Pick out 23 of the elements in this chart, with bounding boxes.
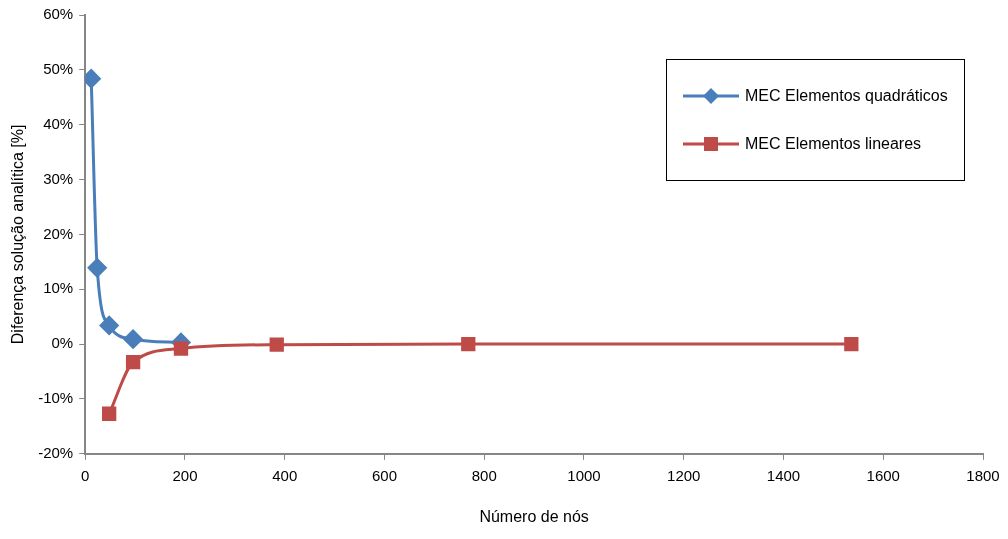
y-tick-label: 50% xyxy=(43,59,74,77)
y-tick-label: 40% xyxy=(43,114,74,132)
x-tick-label: 200 xyxy=(172,466,198,484)
x-tick-label: 1200 xyxy=(667,466,701,484)
y-tick-label: -20% xyxy=(38,443,74,461)
legend-label: MEC Elementos quadráticos xyxy=(745,87,948,105)
y-tick-label: 20% xyxy=(43,224,74,242)
y-tick-label: -10% xyxy=(38,389,74,407)
x-tick-label: 1800 xyxy=(966,466,1000,484)
x-tick-label: 1400 xyxy=(766,466,801,484)
x-tick-label: 400 xyxy=(272,466,298,484)
y-tick-label: 30% xyxy=(43,169,74,187)
x-tick-label: 0 xyxy=(81,466,90,484)
x-tick-label: 800 xyxy=(471,466,497,484)
y-tick-label: 0% xyxy=(51,334,74,352)
x-tick-label: 1600 xyxy=(866,466,900,484)
legend-label: MEC Elementos lineares xyxy=(745,135,922,153)
y-tick-label: 60% xyxy=(43,5,74,23)
x-axis-title: Número de nós xyxy=(479,507,589,525)
y-tick-label: 10% xyxy=(43,279,74,297)
x-tick-label: 1000 xyxy=(567,466,601,484)
x-tick-label: 600 xyxy=(371,466,397,484)
y-axis-title: Diferença solução analítica [%] xyxy=(9,124,27,345)
